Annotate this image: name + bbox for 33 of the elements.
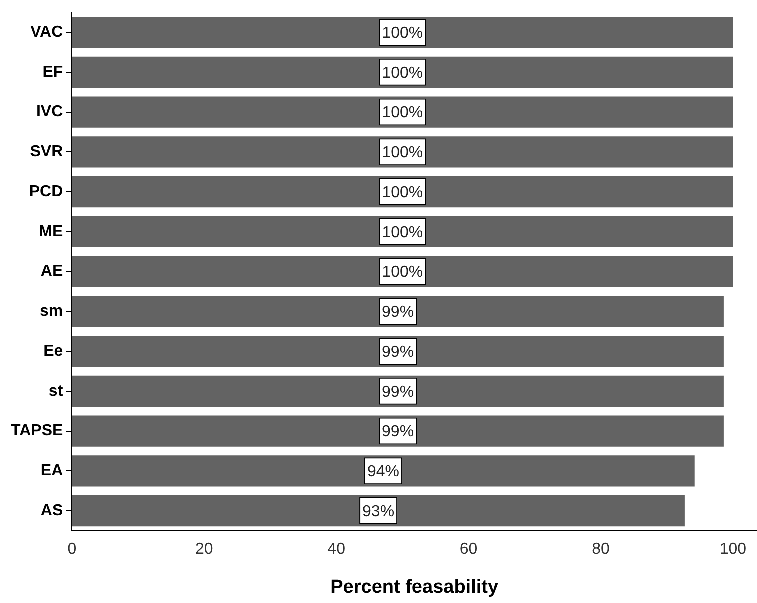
y-tick-label: SVR (30, 144, 64, 161)
x-tick-label: 100 (720, 541, 747, 558)
data-label: 100% (382, 144, 424, 162)
y-tick-label: PCD (29, 183, 64, 200)
y-tick-label: AE (40, 263, 64, 280)
data-label: 100% (382, 104, 424, 122)
y-tick-label: Ee (44, 342, 64, 360)
x-tick-label: 20 (195, 541, 214, 558)
x-tick-label: 0 (68, 541, 77, 558)
data-label: 99% (382, 424, 414, 441)
x-axis-title: Percent feasability (330, 576, 499, 598)
y-tick-label: EA (40, 462, 64, 480)
data-label: 100% (382, 184, 424, 202)
data-label: 100% (382, 24, 424, 42)
data-label: 99% (382, 304, 414, 322)
y-tick-label: st (48, 382, 64, 400)
x-tick-label: 40 (328, 541, 346, 558)
data-label: 99% (382, 344, 414, 361)
data-label: 99% (382, 384, 414, 401)
x-tick-label: 60 (460, 541, 478, 558)
data-label: 100% (382, 264, 424, 282)
y-tick-label: TAPSE (11, 422, 64, 440)
data-label: 100% (382, 64, 424, 82)
y-tick-label: VAC (30, 24, 64, 41)
y-tick-label: EF (42, 64, 64, 81)
y-tick-label: IVC (36, 104, 64, 121)
data-label: 100% (382, 224, 424, 242)
data-label: 94% (367, 464, 400, 481)
x-tick-label: 80 (592, 541, 610, 558)
data-label: 93% (362, 503, 395, 520)
y-tick-label: sm (40, 303, 64, 320)
y-tick-label: ME (39, 223, 64, 240)
y-tick-label: AS (40, 502, 64, 520)
